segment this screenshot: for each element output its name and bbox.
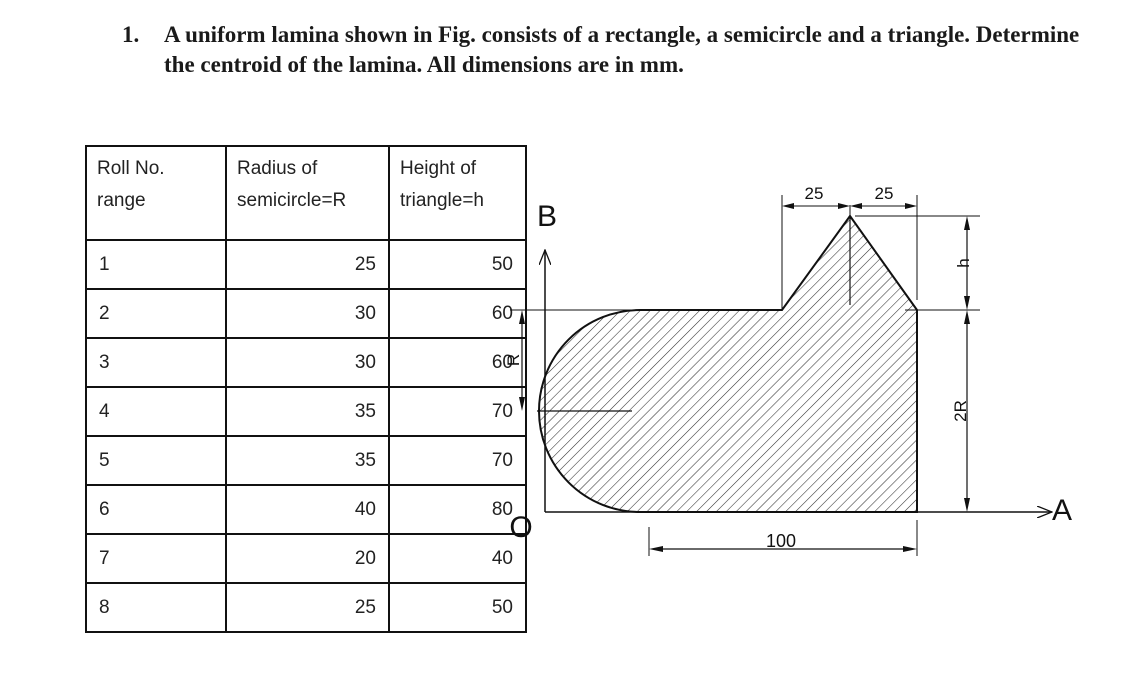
axis-a-label: A bbox=[1052, 494, 1072, 527]
roll-number-table: Roll No. range Radius of semicircle=R He… bbox=[85, 145, 527, 633]
table-row: 5 35 70 bbox=[85, 435, 527, 486]
radius-cell: 25 bbox=[225, 582, 390, 633]
arrowhead bbox=[964, 216, 970, 230]
roll-cell: 4 bbox=[85, 386, 227, 437]
height-cell: 70 bbox=[388, 386, 527, 437]
height-cell: 70 bbox=[388, 435, 527, 486]
dim-label-25-left: 25 bbox=[805, 184, 824, 203]
lamina-shape bbox=[538, 214, 918, 513]
arrowhead bbox=[782, 203, 794, 209]
origin-label: O bbox=[509, 511, 532, 544]
roll-cell: 3 bbox=[85, 337, 227, 388]
height-cell: 60 bbox=[388, 288, 527, 339]
table-row: 6 40 80 bbox=[85, 484, 527, 535]
axis-b-label: B bbox=[537, 200, 557, 233]
arrowhead bbox=[964, 296, 970, 310]
height-cell: 80 bbox=[388, 484, 527, 535]
table-header-row: Roll No. range Radius of semicircle=R He… bbox=[85, 145, 527, 241]
arrowhead bbox=[964, 498, 970, 512]
roll-cell: 1 bbox=[85, 239, 227, 290]
radius-cell: 40 bbox=[225, 484, 390, 535]
arrowhead bbox=[838, 203, 850, 209]
table-row: 4 35 70 bbox=[85, 386, 527, 437]
header-height: Height of triangle=h bbox=[388, 145, 527, 241]
height-cell: 40 bbox=[388, 533, 527, 584]
radius-cell: 35 bbox=[225, 435, 390, 486]
question-text: A uniform lamina shown in Fig. consists … bbox=[164, 22, 1080, 77]
roll-cell: 6 bbox=[85, 484, 227, 535]
roll-cell: 5 bbox=[85, 435, 227, 486]
table-row: 8 25 50 bbox=[85, 582, 527, 633]
dim-label-25-right: 25 bbox=[875, 184, 894, 203]
table-row: 2 30 60 bbox=[85, 288, 527, 339]
arrowhead bbox=[649, 546, 663, 552]
radius-cell: 30 bbox=[225, 337, 390, 388]
height-cell: 50 bbox=[388, 582, 527, 633]
lamina-figure: 25 25 h 2R R B A O 100 bbox=[504, 184, 1072, 556]
table-row: 3 30 60 bbox=[85, 337, 527, 388]
header-radius: Radius of semicircle=R bbox=[225, 145, 390, 241]
header-roll-range: Roll No. range bbox=[85, 145, 227, 241]
arrowhead bbox=[905, 203, 917, 209]
radius-cell: 25 bbox=[225, 239, 390, 290]
question: 1. A uniform lamina shown in Fig. consis… bbox=[122, 20, 1112, 80]
dim-label-h: h bbox=[954, 258, 973, 267]
radius-cell: 20 bbox=[225, 533, 390, 584]
arrowhead bbox=[850, 203, 862, 209]
radius-cell: 30 bbox=[225, 288, 390, 339]
roll-cell: 2 bbox=[85, 288, 227, 339]
dim-label-2r: 2R bbox=[951, 400, 970, 422]
question-number: 1. bbox=[122, 22, 140, 47]
dim-label-r: R bbox=[504, 354, 523, 366]
roll-cell: 7 bbox=[85, 533, 227, 584]
height-cell: 50 bbox=[388, 239, 527, 290]
arrowhead bbox=[519, 310, 525, 324]
arrowhead bbox=[903, 546, 917, 552]
roll-cell: 8 bbox=[85, 582, 227, 633]
dim-label-100: 100 bbox=[766, 531, 796, 551]
table-row: 7 20 40 bbox=[85, 533, 527, 584]
radius-cell: 35 bbox=[225, 386, 390, 437]
arrowhead bbox=[964, 310, 970, 324]
table-row: 1 25 50 bbox=[85, 239, 527, 290]
height-cell: 60 bbox=[388, 337, 527, 388]
arrowhead bbox=[519, 397, 525, 411]
